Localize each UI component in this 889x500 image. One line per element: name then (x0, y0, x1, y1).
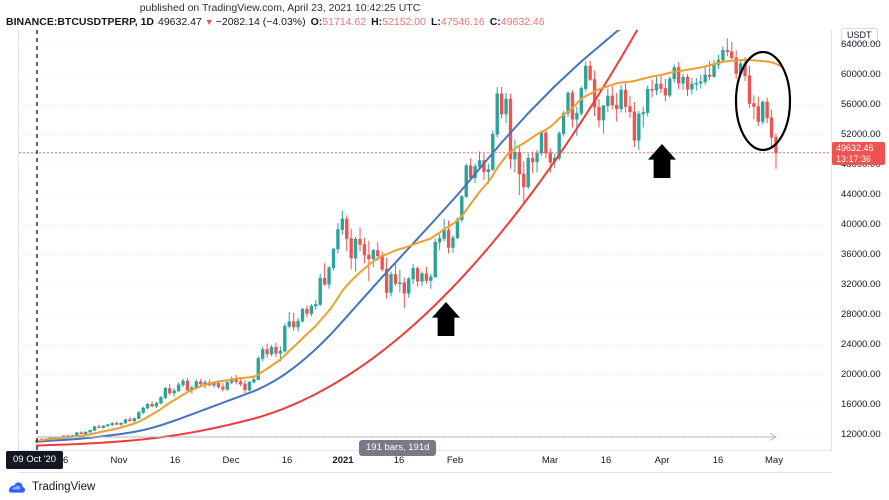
footer-brand: TradingView (8, 478, 95, 496)
time-tick: 16 (600, 455, 612, 466)
price-tick: 40000.00 (841, 219, 881, 230)
low-value: 47546.16 (440, 16, 485, 28)
price-tick: 12000.00 (841, 429, 881, 440)
open-value: 51714.62 (322, 16, 367, 28)
ellipse-annotation-breakdown (734, 50, 792, 152)
currency-unit-badge: USDT (841, 28, 878, 43)
current-price-badge: 49632.46 13:17:36 (832, 141, 885, 165)
time-tick: Apr (654, 455, 670, 466)
price-tick: 52000.00 (841, 129, 881, 140)
up-arrow-annotation-april (648, 144, 676, 178)
time-tick: 2021 (332, 455, 354, 466)
price-tick: 28000.00 (841, 309, 881, 320)
grid-lines (19, 44, 831, 436)
price-tick: 16000.00 (841, 399, 881, 410)
price-tick: 56000.00 (841, 99, 881, 110)
close-value: 49632.46 (500, 16, 545, 28)
price-tick: 24000.00 (841, 339, 881, 350)
measure-arrow (37, 433, 777, 441)
candlestick-chart-svg (19, 30, 831, 450)
ma-mid-line (36, 30, 621, 443)
time-tick: Dec (222, 455, 240, 466)
down-triangle-icon: ▼ (204, 17, 214, 27)
time-tick: Nov (110, 455, 128, 466)
candlestick-series (35, 38, 778, 444)
price-tick: 36000.00 (841, 249, 881, 260)
current-price-value: 49632.46 (836, 142, 874, 153)
time-tick: Mar (541, 455, 559, 466)
tradingview-logo-icon (9, 482, 26, 493)
chart-legend: BINANCE:BTCUSDTPERP, 1D 49632.47 ▼ −2082.14… (6, 15, 545, 29)
open-label: O: (310, 16, 323, 28)
price-axis[interactable]: USDT 64000.0060000.0056000.0052000.00480… (832, 0, 889, 451)
close-label: C: (489, 16, 501, 28)
time-tick: 16 (281, 455, 293, 466)
chart-plot-area[interactable] (18, 30, 832, 451)
price-tick: 60000.00 (841, 69, 881, 80)
time-tick: 16 (712, 455, 724, 466)
high-label: H: (371, 16, 383, 28)
time-tick: May (765, 455, 783, 466)
time-tick: 16 (169, 455, 181, 466)
time-tick: 16 (393, 455, 405, 466)
high-value: 52152.00 (382, 16, 426, 28)
price-tick: 44000.00 (841, 189, 881, 200)
measure-tooltip: 191 bars, 191d (359, 440, 437, 456)
annotations-layer (432, 50, 792, 336)
ma-slow-line (36, 30, 639, 447)
ma-fast-line (36, 59, 782, 442)
last-price-value: 49632.47 (158, 16, 202, 28)
low-label: L: (430, 16, 441, 28)
price-change-value: −2082.14 (−4.03%) (215, 16, 306, 28)
symbol-label[interactable]: BINANCE:BTCUSDTPERP, 1D (6, 16, 154, 28)
price-tick: 32000.00 (841, 279, 881, 290)
published-caption: published on TradingView.com, April 23, … (139, 2, 421, 14)
price-tick: 20000.00 (841, 369, 881, 380)
price-tick: 64000.00 (841, 39, 881, 50)
up-arrow-annotation-february (432, 302, 460, 336)
measure-start-date-badge: 09 Oct '20 (6, 451, 64, 469)
time-tick: Feb (446, 455, 464, 466)
tradingview-brand-label: TradingView (32, 481, 96, 493)
current-price-countdown: 13:17:36 (836, 153, 872, 164)
